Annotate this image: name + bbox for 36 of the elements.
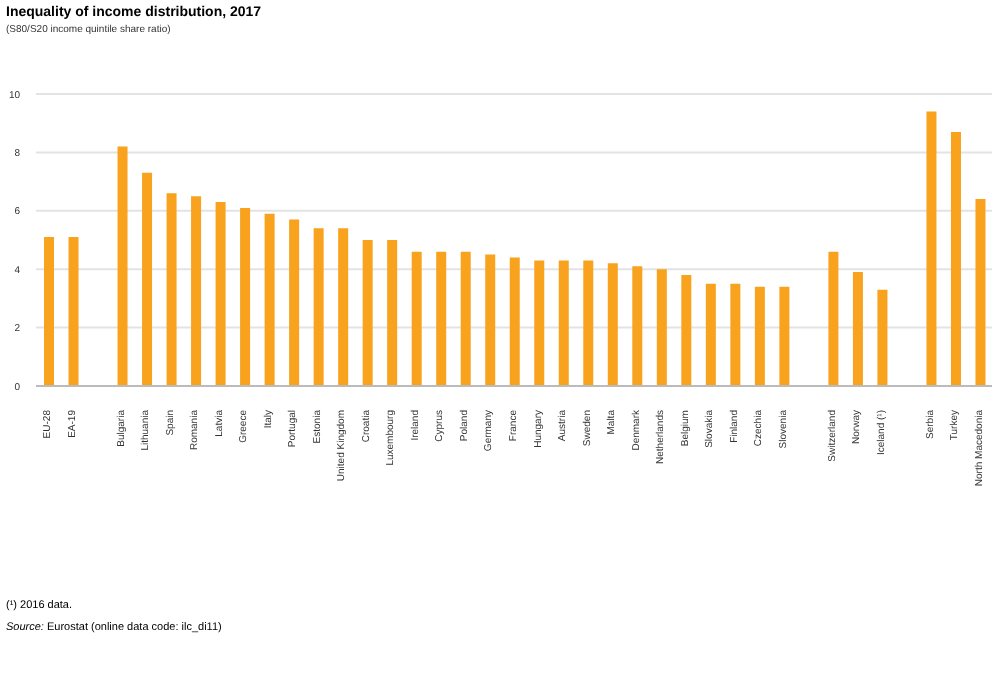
- bar: [583, 260, 594, 386]
- bar: [387, 240, 398, 386]
- bar: [730, 283, 741, 386]
- bar: [44, 237, 54, 386]
- bar: [975, 199, 986, 386]
- bar: [828, 251, 839, 386]
- bar: [754, 286, 765, 386]
- bar: [117, 146, 128, 386]
- bar: [852, 272, 863, 386]
- bar: [950, 131, 961, 386]
- bar: [926, 111, 937, 386]
- bar: [142, 172, 153, 386]
- bar: [191, 196, 202, 386]
- bar: [705, 283, 716, 386]
- bar: [607, 263, 618, 386]
- bar: [240, 207, 251, 386]
- bar: [534, 260, 545, 386]
- bar: [681, 275, 692, 386]
- bar: [656, 269, 667, 386]
- bar: [313, 228, 324, 386]
- bar: [460, 251, 471, 386]
- bar: [436, 251, 447, 386]
- bar: [485, 254, 496, 386]
- bar: [779, 286, 790, 386]
- bar: [289, 219, 300, 386]
- bar: [338, 228, 349, 386]
- bar: [166, 193, 177, 386]
- bar: [68, 237, 79, 386]
- bar: [264, 213, 275, 386]
- bar: [877, 289, 888, 386]
- bar: [362, 240, 373, 386]
- bar: [509, 257, 520, 386]
- bar: [632, 266, 643, 386]
- bar: [411, 251, 422, 386]
- bar: [558, 260, 569, 386]
- bar: [215, 202, 226, 386]
